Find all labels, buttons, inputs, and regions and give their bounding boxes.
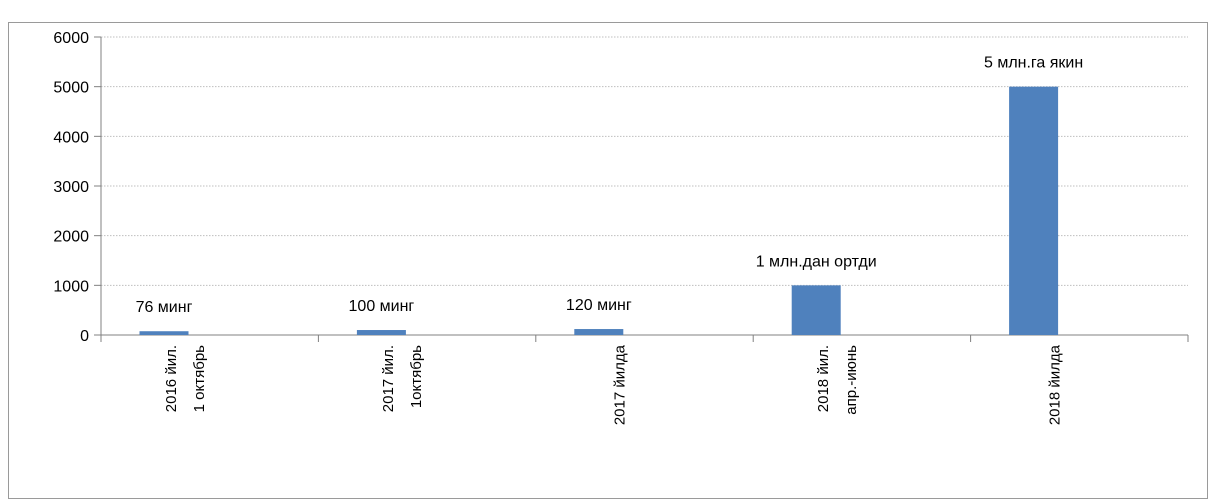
- data-label: 1 млн.дан ортди: [756, 253, 877, 270]
- bar: [1009, 86, 1059, 336]
- y-tick-label: 4000: [53, 129, 89, 146]
- bar: [574, 329, 624, 335]
- bar: [356, 330, 406, 335]
- y-tick-label: 3000: [53, 179, 89, 196]
- category-label: апр.-июнь: [843, 345, 860, 415]
- y-tick-label: 2000: [53, 229, 89, 246]
- data-label: 100 минг: [349, 298, 415, 315]
- y-tick-label: 5000: [53, 80, 89, 97]
- y-tick-label: 6000: [53, 30, 89, 47]
- category-label: 2016 йил.: [163, 345, 180, 412]
- category-label: 2017 йил.: [380, 345, 397, 412]
- y-tick-label: 1000: [53, 278, 89, 295]
- category-label: 1октябрь: [408, 345, 425, 408]
- category-label: 1 октябрь: [191, 345, 208, 413]
- bar: [791, 285, 841, 335]
- data-label: 76 минг: [136, 299, 193, 316]
- chart-frame: [8, 22, 1208, 499]
- data-label: 120 минг: [566, 297, 632, 314]
- category-label: 2017 йилда: [612, 344, 629, 425]
- y-tick-label: 0: [80, 328, 89, 345]
- data-label: 5 млн.га якин: [984, 55, 1083, 72]
- category-label: 2018 йил.: [815, 345, 832, 412]
- bar: [139, 331, 189, 335]
- category-label: 2018 йилда: [1046, 344, 1063, 425]
